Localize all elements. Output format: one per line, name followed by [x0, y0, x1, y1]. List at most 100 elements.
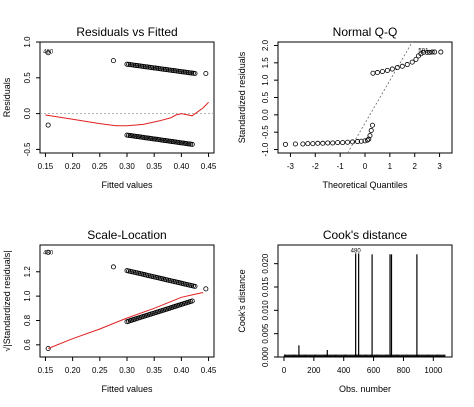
panel2-data-point [429, 49, 435, 55]
panel4-x-tick-label: 800 [397, 366, 411, 375]
panel1-data-point [144, 64, 150, 70]
panel2-data-point [418, 51, 424, 57]
panel2-data-point [282, 141, 288, 147]
panel1-x-tick-label: 0.30 [119, 162, 135, 171]
panel1-data-point [189, 141, 195, 147]
panel1-data-point [175, 68, 181, 74]
panel3-point-annotation: 480 [43, 250, 54, 256]
panel1-y-tick-label: 1.0 [23, 36, 32, 48]
panel1-data-point [174, 68, 180, 74]
panel1-data-point [180, 69, 186, 75]
panel1-title: Residuals vs Fitted [76, 25, 177, 39]
panel1-data-point [162, 66, 168, 72]
panel1-data-point [142, 64, 148, 70]
panel3-x-tick-label: 0.40 [174, 366, 190, 375]
panel3-x-tick-label: 0.45 [201, 366, 217, 375]
panel3-y-tick-label: 0.8 [23, 314, 32, 326]
panel2-data-point [355, 139, 361, 145]
panel1-data-point [134, 63, 140, 69]
panel2-y-tick-label: -0.5 [261, 125, 270, 139]
panel2-x-axis-label: Theoretical Quantiles [322, 180, 408, 190]
panel2-data-point [394, 65, 400, 71]
panel3-data-point [192, 283, 198, 289]
panel1-smoother-line [45, 101, 209, 127]
panel1-x-tick-label: 0.20 [65, 162, 81, 171]
panel1-data-point [157, 66, 163, 72]
panel1-data-point [177, 68, 183, 74]
panel1-point-annotation: 480 [43, 49, 54, 55]
panel2-y-tick-label: 0.5 [261, 91, 270, 103]
panel2-data-point [424, 49, 430, 55]
panel1-y-axis-label: Residuals [2, 77, 12, 117]
panel2-x-tick-label: 2 [412, 162, 417, 171]
panel2-data-point [325, 140, 331, 146]
panel2-x-tick-label: -3 [287, 162, 295, 171]
panel3-data-point [203, 286, 209, 292]
panel2-data-point [369, 122, 375, 128]
panel1-data-point [45, 50, 51, 56]
panel1-data-point [127, 62, 133, 68]
panel3-x-tick-label: 0.25 [92, 366, 108, 375]
panel2-data-point [315, 140, 321, 146]
panel1-data-point [185, 70, 191, 76]
panel1-data-point [164, 67, 170, 73]
panel2-data-point [358, 138, 364, 144]
panel4-y-tick-label: 0.005 [261, 323, 270, 344]
panel2-data-point [389, 66, 395, 72]
panel2-data-point [413, 56, 419, 62]
panel3-x-tick-label: 0.35 [146, 366, 162, 375]
panel2-data-point [432, 49, 438, 55]
panel1-data-point [159, 66, 165, 72]
panel1-data-point [165, 67, 171, 73]
panel1-x-tick-label: 0.45 [201, 162, 217, 171]
panel4-baseline-spikes [283, 354, 446, 357]
panel2-data-point [330, 140, 336, 146]
panel2-data-point [292, 141, 298, 147]
panel2-point-annotation: 501 [418, 49, 429, 55]
panel1-data-point [146, 64, 152, 70]
panel3-plot-frame [39, 244, 215, 358]
panel1-data-point [167, 67, 173, 73]
panel2-x-tick-label: -2 [312, 162, 320, 171]
panel2-y-tick-label: 2.0 [261, 39, 270, 51]
panel2-y-tick-label: 1.5 [261, 57, 270, 69]
panel4-y-tick-label: 0.010 [261, 300, 270, 321]
panel1-data-point [147, 64, 153, 70]
panel4-x-tick-label: 400 [337, 366, 351, 375]
panel3-x-tick-label: 0.30 [119, 366, 135, 375]
panel2-data-point [384, 67, 390, 73]
panel1-data-point [151, 65, 157, 71]
panel1-data-point [132, 62, 138, 68]
panel1-data-point [152, 65, 158, 71]
panel1-data-point [179, 69, 185, 75]
panel1-data-point [182, 69, 188, 75]
panel2-data-point [438, 49, 444, 55]
panel2-data-point [335, 140, 341, 146]
panel2-y-axis-label: Standardized residuals [237, 51, 247, 143]
panel4-y-tick-label: 0.015 [261, 276, 270, 297]
panel1-data-point [172, 68, 178, 74]
panel1-x-tick-label: 0.35 [146, 162, 162, 171]
panel4-x-tick-label: 1000 [424, 366, 442, 375]
panel1-y-tick-label: 0.5 [23, 72, 32, 84]
panel1-data-point [187, 70, 193, 76]
panel2-data-point [310, 141, 316, 147]
panel3-y-axis-label: √|Standardized residuals| [2, 250, 12, 351]
panel2-x-tick-label: 3 [437, 162, 442, 171]
panel3-data-point [45, 249, 51, 255]
panel1-data-point [126, 61, 132, 67]
panel1-data-point [169, 67, 175, 73]
panel1-data-point [154, 65, 160, 71]
panel2-data-point [404, 62, 410, 68]
panel1-x-tick-label: 0.25 [92, 162, 108, 171]
panel3-smoother-line [48, 292, 204, 349]
panel2-x-tick-label: -1 [337, 162, 345, 171]
panel1-data-point [203, 71, 209, 77]
panel1-x-tick-label: 0.40 [174, 162, 190, 171]
panel3-y-tick-label: 1.2 [23, 266, 32, 278]
panel2-y-tick-label: 1.0 [261, 74, 270, 86]
panel2-data-point [300, 141, 306, 147]
panel1-data-point [149, 65, 155, 71]
panel3-data-point [45, 345, 51, 351]
